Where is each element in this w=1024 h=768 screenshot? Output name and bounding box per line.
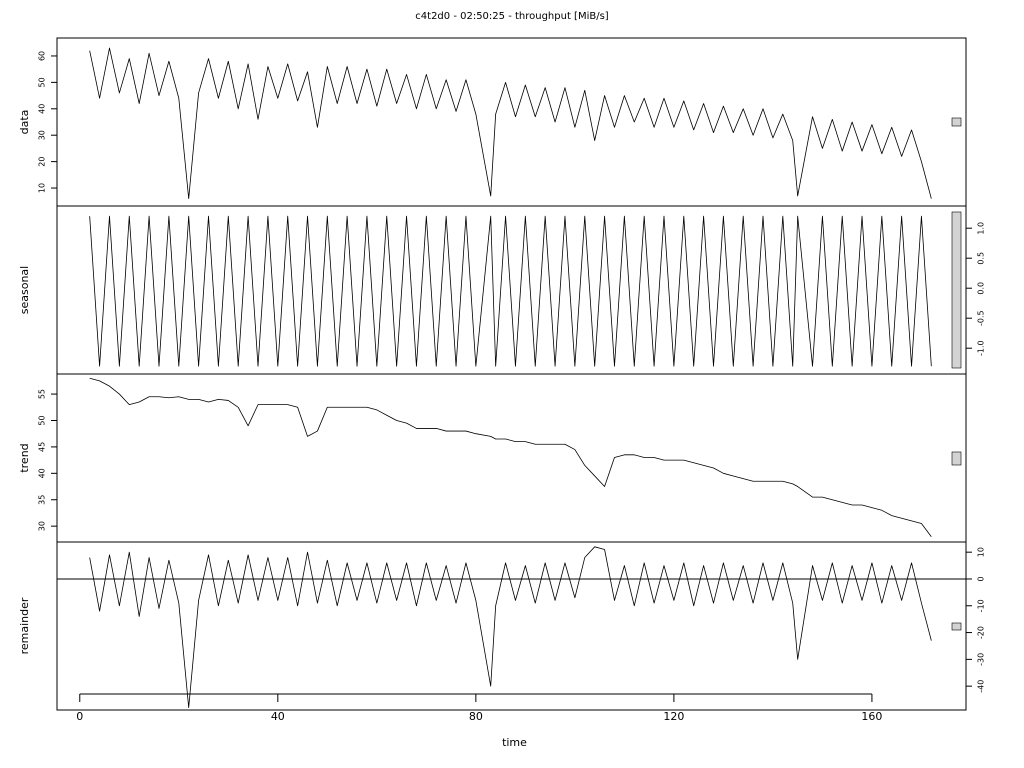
y-tick-label: 1.0 [977, 222, 986, 235]
y-tick-label: -30 [977, 653, 986, 666]
y-axis-label: trend [18, 443, 31, 472]
y-tick-label: 30 [38, 521, 47, 531]
y-tick-label: 40 [38, 104, 47, 114]
y-tick-label: 0.0 [977, 282, 986, 295]
series-line [89, 546, 932, 708]
y-tick-label: 30 [38, 130, 47, 140]
x-tick-label: 120 [663, 710, 684, 723]
y-tick-label: -40 [977, 680, 986, 693]
x-axis-label: time [502, 736, 527, 749]
y-tick-label: 50 [38, 77, 47, 87]
series-line [89, 377, 932, 537]
y-tick-label: 10 [977, 547, 986, 557]
y-axis-label: remainder [18, 597, 31, 654]
chart-title: c4t2d0 - 02:50:25 - throughput [MiB/s] [415, 11, 609, 22]
range-bar [951, 622, 962, 631]
range-bar [951, 117, 962, 127]
y-tick-label: -1.0 [977, 340, 986, 356]
y-tick-label: -20 [977, 626, 986, 639]
y-tick-label: -0.5 [977, 310, 986, 326]
y-tick-label: 40 [38, 468, 47, 478]
panel-frame [56, 541, 967, 711]
y-tick-label: -10 [977, 599, 986, 612]
x-tick-label: 160 [861, 710, 882, 723]
y-tick-label: 10 [38, 183, 47, 193]
y-tick-label: 0.5 [977, 252, 986, 265]
x-tick-label: 80 [469, 710, 483, 723]
y-tick-label: 45 [38, 442, 47, 452]
y-tick-label: 35 [38, 495, 47, 505]
y-axis-label: seasonal [18, 266, 31, 314]
panel-frame [56, 37, 967, 207]
range-bar [951, 451, 962, 466]
series-line [89, 215, 932, 367]
y-tick-label: 0 [977, 576, 986, 581]
x-tick-label: 40 [271, 710, 285, 723]
y-tick-label: 20 [38, 157, 47, 167]
y-tick-label: 60 [38, 51, 47, 61]
y-tick-label: 55 [38, 389, 47, 399]
y-tick-label: 50 [38, 415, 47, 425]
x-tick-label: 0 [76, 710, 83, 723]
series-line [89, 47, 932, 199]
y-axis-label: data [18, 110, 31, 135]
range-bar [951, 211, 962, 369]
